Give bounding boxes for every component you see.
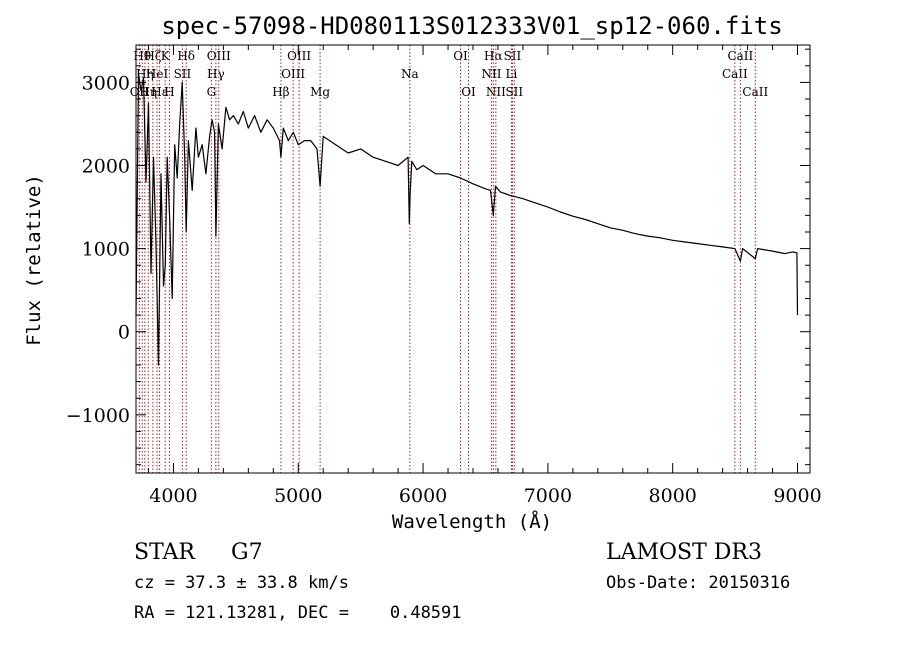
- y-tick-label-1000: 1000: [82, 239, 130, 261]
- y-tick-label-0: 0: [118, 322, 130, 344]
- line-label-12: Hγ: [207, 67, 225, 81]
- line-label-16: OIII: [287, 49, 311, 63]
- line-label-13: OIII: [207, 49, 231, 63]
- x-tick-label-4000: 4000: [149, 485, 197, 507]
- line-label-19: OI: [453, 49, 468, 63]
- line-label-26: SII: [505, 85, 523, 99]
- line-label-25: SII: [504, 49, 522, 63]
- x-tick-label-7000: 7000: [524, 485, 572, 507]
- line-label-6: Hε: [151, 85, 168, 99]
- x-tick-label-5000: 5000: [274, 485, 322, 507]
- y-axis-label: Flux (relative): [23, 174, 45, 346]
- line-label-2: Hη: [136, 67, 154, 81]
- object-class: STAR G7: [134, 540, 263, 565]
- line-label-21: NII: [481, 67, 501, 81]
- y-tick-label--1000: −1000: [66, 405, 130, 427]
- line-label-9: SII: [174, 67, 192, 81]
- subclass-label: G7: [231, 540, 263, 565]
- line-label-20: OI: [461, 85, 476, 99]
- line-label-23: NII: [486, 85, 506, 99]
- line-label-22: Hα: [484, 49, 503, 63]
- line-label-28: CaII: [727, 49, 753, 63]
- line-label-14: Hβ: [272, 85, 289, 99]
- spectrum-series: [135, 73, 799, 366]
- chart-title: spec-57098-HD080113S012333V01_sp12-060.f…: [161, 12, 782, 40]
- class-label: STAR: [134, 540, 195, 565]
- line-label-1: Hθ: [133, 49, 151, 63]
- line-label-18: Na: [401, 67, 419, 81]
- line-label-17: Mg: [310, 85, 330, 99]
- line-label-24: Li: [506, 67, 518, 81]
- line-label-10: Hδ: [177, 49, 195, 63]
- redshift-label: cz = 37.3 ± 33.8 km/s: [134, 573, 349, 593]
- coordinates-label: RA = 121.13281, DEC = 0.48591: [134, 603, 462, 623]
- line-label-29: CaII: [742, 85, 768, 99]
- line-label-11: G: [207, 85, 217, 99]
- plot-frame: [135, 44, 811, 474]
- axes: 4000 5000 6000 7000 8000 9000 −1000 0 1000 2000 30…: [66, 45, 822, 507]
- series-line-0: [135, 73, 799, 366]
- line-label-7: K: [161, 49, 171, 63]
- x-tick-label-8000: 8000: [649, 485, 697, 507]
- y-tick-label-3000: 3000: [82, 72, 130, 94]
- y-tick-label-2000: 2000: [82, 156, 130, 178]
- x-tick-label-6000: 6000: [399, 485, 447, 507]
- obs-date-label: Obs-Date: 20150316: [606, 573, 791, 593]
- line-label-27: CaII: [722, 67, 748, 81]
- line-label-15: OIII: [281, 67, 305, 81]
- survey-label: LAMOST DR3: [606, 540, 762, 565]
- line-label-5: HeI: [146, 67, 169, 81]
- line-label-8: H: [164, 85, 174, 99]
- x-tick-label-9000: 9000: [773, 485, 821, 507]
- x-axis-label: Wavelength (Å): [392, 510, 552, 533]
